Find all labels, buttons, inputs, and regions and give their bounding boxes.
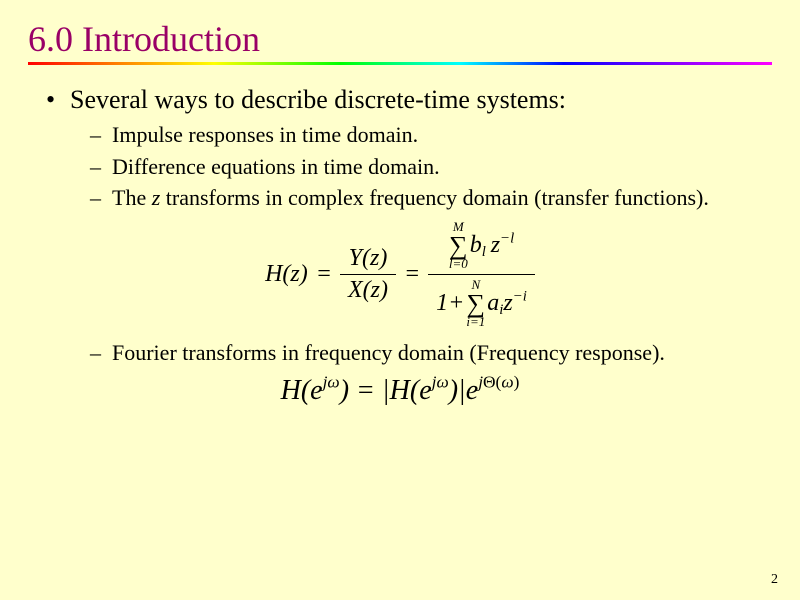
f1-sum-num: M ∑ l=0 (449, 220, 468, 271)
sub3-suffix: transforms in complex frequency domain (… (160, 185, 709, 210)
f1-frac2: M ∑ l=0 bl z−l 1+ N ∑ i=1 (428, 220, 535, 330)
f1-z3: z (371, 277, 380, 303)
page-number: 2 (771, 572, 778, 588)
f1-bl: l (482, 244, 486, 260)
f2-close: ) (514, 373, 520, 392)
f1-eq1: = (316, 261, 332, 288)
sub-bullet-1: Impulse responses in time domain. (90, 121, 758, 149)
f1-a: a (487, 290, 499, 316)
f1-z1: z (290, 261, 299, 287)
f1-zl: z (491, 232, 500, 258)
f2-eq: ) = | (340, 375, 390, 406)
f1-Y: Y (349, 245, 362, 271)
f2-H2: H (390, 375, 410, 406)
f2-omega: ω (501, 373, 513, 392)
f1-zi: z (503, 290, 512, 316)
f2-e2: e (419, 375, 431, 406)
f2-bar: )| (449, 375, 466, 406)
f1-sumden-lower: i=1 (466, 315, 485, 329)
sub-bullet-2: Difference equations in time domain. (90, 153, 758, 181)
sub3-z: z (152, 185, 161, 210)
f1-b: b (470, 232, 482, 258)
f1-H: H (265, 261, 282, 287)
f1-sum-den: N ∑ i=1 (466, 278, 485, 329)
sub-bullet-3: The z transforms in complex frequency do… (90, 184, 758, 212)
slide: 6.0 Introduction Several ways to describ… (0, 0, 800, 600)
f1-z2: z (370, 245, 379, 271)
slide-title: 6.0 Introduction (0, 0, 800, 62)
rainbow-divider (28, 62, 772, 65)
f1-X: X (348, 277, 363, 303)
f1-one: 1+ (436, 291, 464, 316)
f2-e1: e (310, 375, 322, 406)
sub3-prefix: The (112, 185, 152, 210)
main-bullet: Several ways to describe discrete-time s… (42, 85, 758, 115)
f2-e3: e (466, 375, 478, 406)
frequency-response-formula: H(ejω) = |H(ejω)|ejΘ(ω) (42, 375, 758, 407)
transfer-function-formula: H(z) = Y(z) X(z) = M ∑ l=0 (42, 220, 758, 330)
f1-sumnum-lower: l=0 (449, 257, 468, 271)
f2-jw2: jω (432, 373, 449, 392)
f2-jw1: jω (323, 373, 340, 392)
f1-exp-l: −l (500, 230, 514, 246)
f2-H1: H (281, 375, 301, 406)
f1-eq2: = (404, 261, 420, 288)
sub-bullet-list: Impulse responses in time domain. Differ… (90, 121, 758, 212)
sub-bullet-4: Fourier transforms in frequency domain (… (90, 339, 758, 367)
slide-body: Several ways to describe discrete-time s… (0, 77, 800, 407)
sub-bullet-list-2: Fourier transforms in frequency domain (… (90, 339, 758, 367)
f2-Theta: Θ( (483, 373, 501, 392)
f1-exp-i: −i (513, 288, 527, 304)
f1-frac1: Y(z) X(z) (340, 246, 396, 303)
